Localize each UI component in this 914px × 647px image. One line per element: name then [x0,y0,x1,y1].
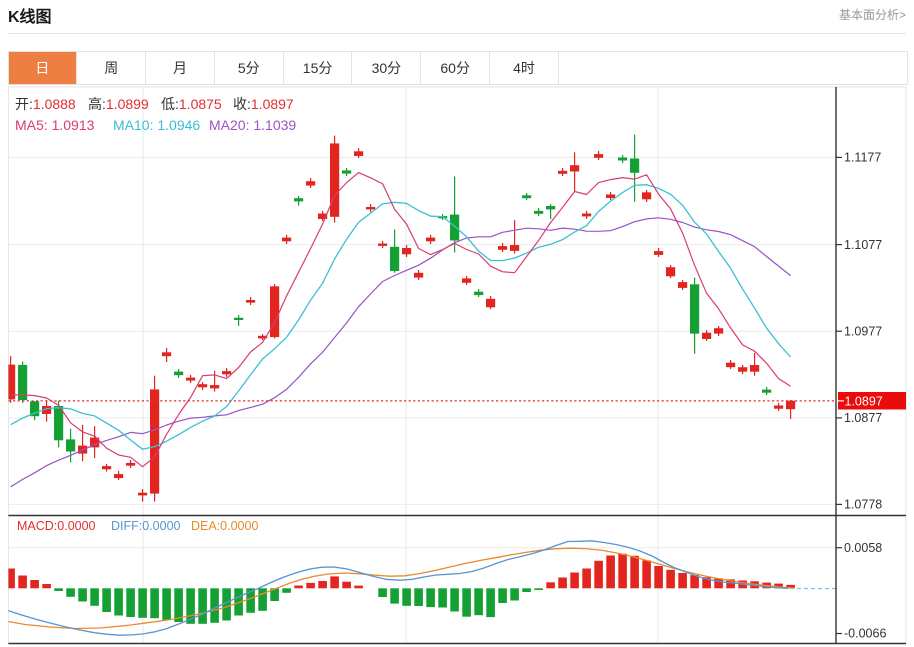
svg-text:1.0778: 1.0778 [844,498,882,512]
svg-text:1.0897: 1.0897 [845,395,883,409]
svg-text:-0.0066: -0.0066 [844,627,886,641]
svg-text:1.0977: 1.0977 [844,324,882,338]
svg-text:1.1077: 1.1077 [844,238,882,252]
svg-text:1.1177: 1.1177 [844,151,881,165]
svg-text:1.0877: 1.0877 [844,411,882,425]
svg-text:0.0058: 0.0058 [844,541,882,555]
